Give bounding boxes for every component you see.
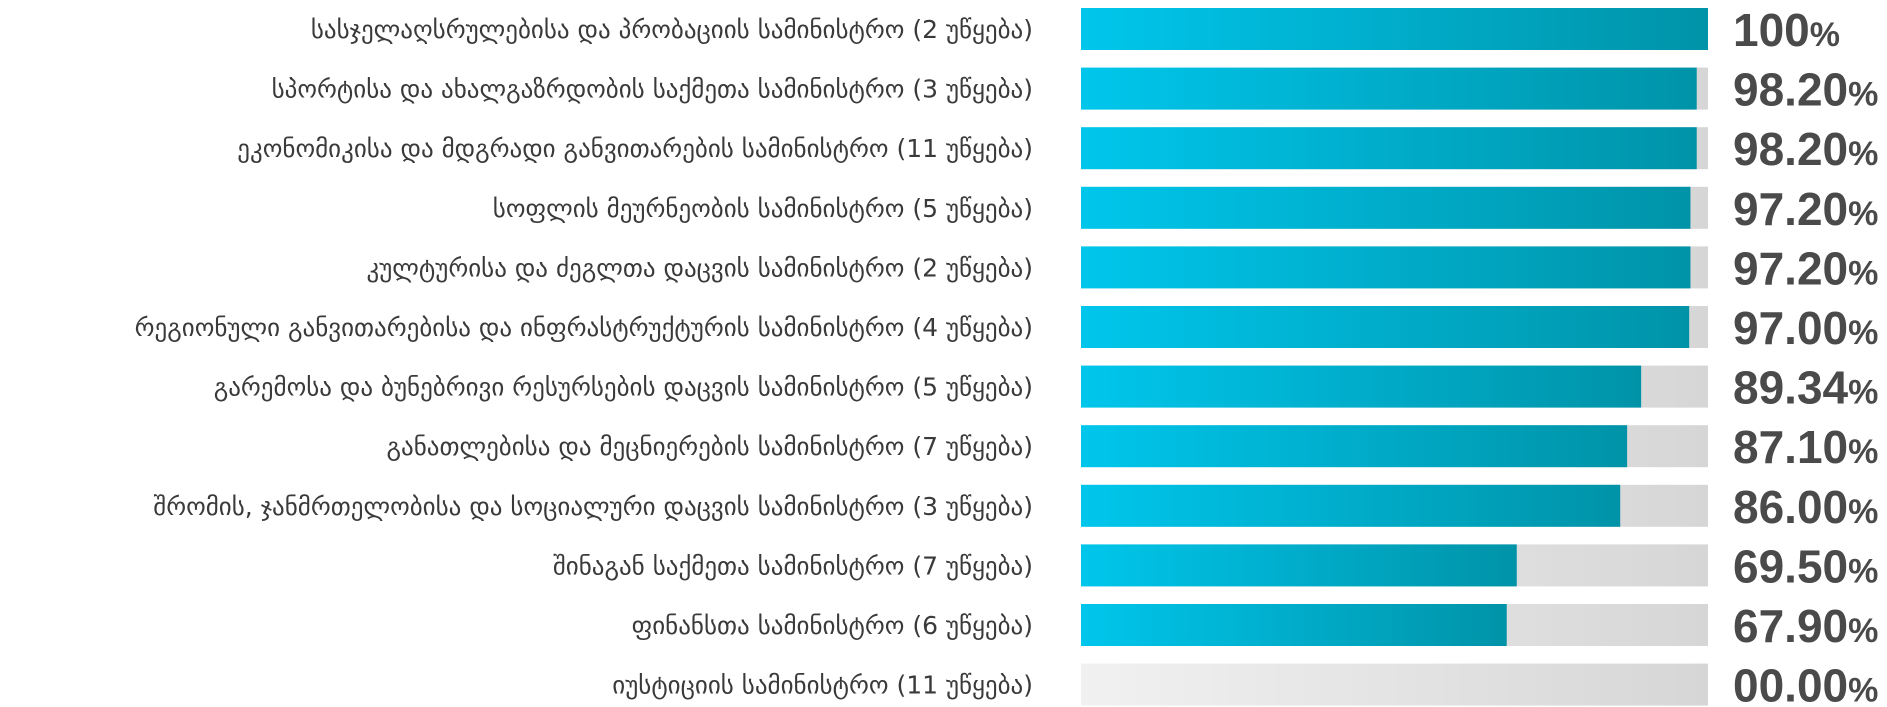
- bar-row: შრომის, ჯანმრთელობისა და სოციალური დაცვი…: [153, 481, 1878, 533]
- category-label: ფინანსთა სამინისტრო (6 უწყება): [632, 611, 1033, 640]
- value-label: 67.90%: [1733, 600, 1878, 652]
- category-label: გარემოსა და ბუნებრივი რესურსების დაცვის …: [214, 373, 1033, 402]
- bar: [1081, 186, 1691, 229]
- value-number: 67.90: [1733, 600, 1848, 652]
- value-unit: %: [1848, 493, 1878, 531]
- bar: [1081, 127, 1697, 170]
- value-label: 69.50%: [1733, 540, 1878, 592]
- category-label: იუსტიციის სამინისტრო (11 უწყება): [612, 671, 1033, 700]
- value-number: 89.34: [1733, 362, 1849, 414]
- value-label: 98.20%: [1733, 64, 1878, 116]
- bar-row: სპორტისა და ახალგაზრდობის საქმეთა სამინი…: [272, 64, 1879, 116]
- category-label: განათლებისა და მეცნიერების სამინისტრო (7…: [387, 432, 1034, 461]
- value-unit: %: [1848, 374, 1878, 412]
- category-label: ეკონომიკისა და მდგრადი განვითარების სამი…: [237, 134, 1033, 163]
- value-label: 89.34%: [1733, 362, 1878, 414]
- bar: [1081, 544, 1517, 587]
- value-number: 97.20: [1733, 183, 1848, 235]
- bar: [1081, 484, 1621, 527]
- category-label: შრომის, ჯანმრთელობისა და სოციალური დაცვი…: [153, 492, 1033, 521]
- value-number: 98.20: [1733, 123, 1848, 175]
- value-number: 97.20: [1733, 242, 1848, 294]
- value-unit: %: [1848, 672, 1878, 707]
- bar-row: გარემოსა და ბუნებრივი რესურსების დაცვის …: [214, 362, 1879, 414]
- bar-row: სასჯელაღსრულებისა და პრობაციის სამინისტრ…: [311, 4, 1840, 56]
- value-label: 100%: [1733, 4, 1840, 56]
- category-label: შინაგან საქმეთა სამინისტრო (7 უწყება): [553, 551, 1033, 580]
- value-unit: %: [1848, 195, 1878, 233]
- bar-track: [1081, 663, 1708, 706]
- bar: [1081, 67, 1697, 110]
- bar: [1081, 365, 1642, 408]
- bar-row: განათლებისა და მეცნიერების სამინისტრო (7…: [387, 421, 1879, 473]
- value-label: 86.00%: [1733, 481, 1878, 533]
- category-label: სპორტისა და ახალგაზრდობის საქმეთა სამინი…: [272, 75, 1033, 104]
- bar-row: იუსტიციის სამინისტრო (11 უწყება) 00.00%: [612, 660, 1878, 707]
- value-unit: %: [1848, 254, 1878, 292]
- value-unit: %: [1848, 314, 1878, 352]
- value-label: 00.00%: [1733, 660, 1878, 707]
- value-label: 97.20%: [1733, 242, 1878, 294]
- category-label: სასჯელაღსრულებისა და პრობაციის სამინისტრ…: [311, 15, 1033, 44]
- value-unit: %: [1810, 16, 1840, 54]
- value-label: 97.20%: [1733, 183, 1878, 235]
- bar: [1081, 8, 1708, 50]
- bar: [1081, 246, 1691, 289]
- value-label: 98.20%: [1733, 123, 1878, 175]
- value-unit: %: [1848, 552, 1878, 590]
- bar-row: ფინანსთა სამინისტრო (6 უწყება) 67.90%: [632, 600, 1879, 652]
- value-number: 00.00: [1733, 660, 1848, 707]
- value-number: 100: [1733, 4, 1810, 56]
- value-number: 87.10: [1733, 421, 1848, 473]
- bar: [1081, 306, 1690, 348]
- category-label: რეგიონული განვითარებისა და ინფრასტრუქტურ…: [135, 313, 1033, 342]
- value-unit: %: [1848, 135, 1878, 173]
- bar-row: ეკონომიკისა და მდგრადი განვითარების სამი…: [237, 123, 1878, 175]
- bar-row: შინაგან საქმეთა სამინისტრო (7 უწყება) 69.…: [553, 540, 1879, 592]
- bar-row: რეგიონული განვითარებისა და ინფრასტრუქტურ…: [135, 302, 1879, 354]
- value-unit: %: [1848, 433, 1878, 471]
- bar: [1081, 604, 1507, 646]
- value-label: 97.00%: [1733, 302, 1878, 354]
- bar-row: სოფლის მეურნეობის სამინისტრო (5 უწყება) 9…: [493, 183, 1879, 235]
- value-number: 69.50: [1733, 540, 1848, 592]
- value-number: 98.20: [1733, 64, 1848, 116]
- value-number: 97.00: [1733, 302, 1848, 354]
- value-unit: %: [1848, 612, 1878, 650]
- value-number: 86.00: [1733, 481, 1848, 533]
- category-label: სოფლის მეურნეობის სამინისტრო (5 უწყება): [493, 194, 1033, 223]
- value-label: 87.10%: [1733, 421, 1878, 473]
- category-label: კულტურისა და ძეგლთა დაცვის სამინისტრო (2…: [366, 253, 1033, 282]
- value-unit: %: [1848, 76, 1878, 114]
- bar-row: კულტურისა და ძეგლთა დაცვის სამინისტრო (2…: [366, 242, 1878, 294]
- bar: [1081, 425, 1628, 468]
